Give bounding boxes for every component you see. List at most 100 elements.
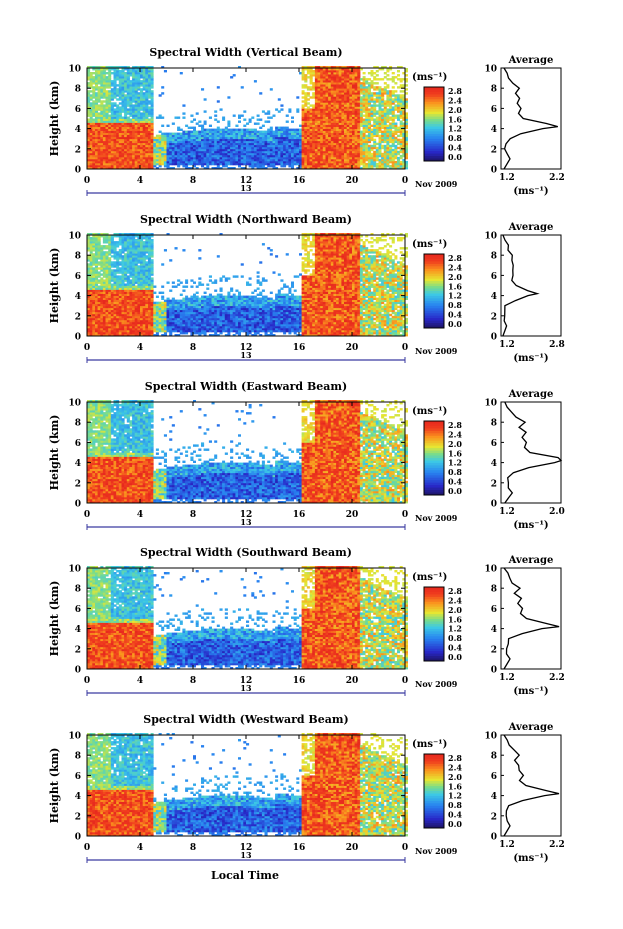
heatmap-cell	[344, 114, 347, 117]
heatmap-cell	[92, 167, 96, 170]
heatmap-cell	[129, 167, 133, 170]
heatmap-cell	[161, 162, 165, 166]
heatmap-cell	[92, 102, 96, 105]
heatmap-cell	[110, 110, 114, 113]
heatmap-cell	[126, 66, 130, 69]
heatmap-cell	[95, 96, 98, 99]
heatmap-cell	[142, 130, 146, 133]
heatmap-cell	[97, 88, 101, 91]
heatmap-cell	[105, 112, 109, 115]
heatmap-cell	[158, 148, 162, 152]
heatmap-cell	[108, 78, 112, 81]
heatmap-cell	[158, 154, 162, 158]
heatmap-cell	[238, 114, 241, 117]
heatmap-cell	[269, 165, 273, 168]
heatmap-cell	[108, 132, 112, 135]
heatmap-cell	[129, 110, 133, 113]
heatmap-cell	[140, 94, 144, 97]
heatmap-cell	[124, 283, 128, 286]
heatmap-cell	[97, 78, 101, 81]
heatmap-cell	[113, 104, 117, 107]
heatmap-cell	[121, 156, 125, 160]
heatmap-cell	[97, 118, 101, 121]
heatmap-cell	[354, 104, 358, 107]
heatmap-cell	[102, 146, 106, 150]
heatmap-cell	[124, 120, 128, 123]
heatmap-cell	[145, 148, 149, 152]
heatmap-cell	[113, 124, 117, 127]
heatmap-cell	[153, 146, 157, 150]
heatmap-cell	[155, 136, 159, 140]
heatmap-cell	[301, 104, 305, 107]
heatmap-cell	[129, 90, 133, 93]
heatmap-cell	[132, 152, 136, 156]
heatmap-cell	[352, 84, 355, 87]
heatmap-cell	[166, 154, 170, 158]
heatmap-cell	[89, 241, 93, 244]
heatmap-cell	[352, 114, 355, 117]
heatmap-cell	[397, 86, 400, 89]
heatmap-cell	[113, 144, 117, 148]
heatmap-cell	[134, 160, 138, 164]
heatmap-cell	[296, 144, 300, 148]
heatmap-cell	[108, 138, 112, 142]
heatmap-cell	[110, 130, 114, 133]
heatmap-cell	[320, 104, 324, 107]
heatmap-cell	[97, 112, 101, 115]
heatmap-cell	[177, 132, 181, 135]
heatmap-cell	[124, 144, 128, 148]
heatmap-cell	[124, 124, 128, 127]
heatmap-cell	[124, 154, 128, 158]
heatmap-cell	[208, 124, 212, 127]
heatmap-cell	[150, 162, 154, 166]
heatmap-cell	[386, 74, 390, 77]
heatmap-cell	[121, 132, 125, 135]
heatmap-cell	[97, 158, 101, 162]
heatmap-cell	[132, 124, 136, 127]
heatmap-cell	[95, 116, 98, 119]
heatmap-cell	[102, 132, 106, 135]
heatmap-cell	[248, 165, 252, 168]
heatmap-cell	[97, 80, 101, 83]
heatmap-cell	[155, 152, 159, 156]
heatmap-cell	[126, 152, 130, 156]
heatmap-cell	[370, 104, 374, 107]
colorbar-swatch	[424, 109, 444, 113]
heatmap-cell	[391, 98, 395, 101]
heatmap-cell	[322, 165, 326, 168]
heatmap-cell	[97, 76, 101, 79]
heatmap-cell	[169, 156, 173, 160]
heatmap-cell	[121, 84, 125, 87]
heatmap-cell	[203, 128, 207, 131]
heatmap-cell	[148, 154, 152, 158]
heatmap-cell	[95, 74, 98, 77]
heatmap-cell	[126, 74, 130, 77]
heatmap-cell	[110, 92, 114, 95]
heatmap-cell	[92, 146, 96, 150]
heatmap-cell	[301, 90, 305, 93]
heatmap-cell	[370, 84, 374, 87]
heatmap-cell	[375, 86, 379, 89]
heatmap-cell	[97, 271, 101, 274]
heatmap-cell	[158, 138, 162, 142]
heatmap-cell	[399, 84, 403, 87]
heatmap-cell	[129, 140, 133, 144]
heatmap-cell	[243, 144, 247, 148]
heatmap-cell	[132, 80, 136, 83]
heatmap-cell	[142, 134, 146, 138]
heatmap-cell	[92, 92, 96, 95]
heatmap-cell	[243, 118, 247, 121]
heatmap-cell	[216, 126, 220, 129]
heatmap-cell	[124, 261, 128, 264]
heatmap-cell	[121, 122, 125, 125]
heatmap-cell	[108, 142, 112, 146]
heatmap-cell	[389, 124, 393, 127]
heatmap-cell	[148, 118, 152, 121]
heatmap-cell	[248, 154, 252, 158]
heatmap-cell	[145, 88, 149, 91]
heatmap-cell	[169, 144, 173, 148]
heatmap-cell	[113, 146, 117, 150]
heatmap-cell	[95, 332, 98, 335]
heatmap-cell	[95, 106, 98, 109]
heatmap-cell	[171, 144, 175, 148]
